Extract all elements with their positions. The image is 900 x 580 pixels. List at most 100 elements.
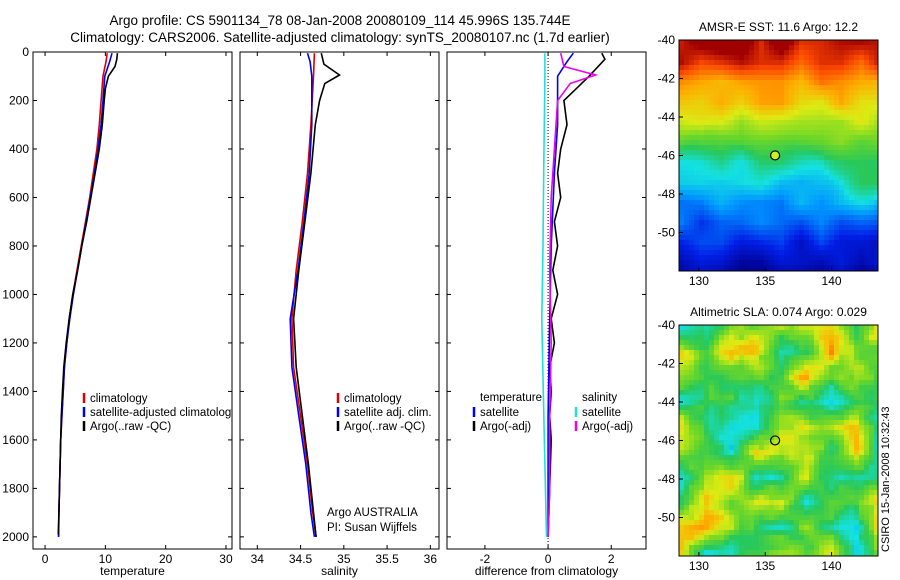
sst-map-cell bbox=[784, 90, 790, 96]
sst-map-cell bbox=[709, 90, 715, 96]
sst-map-cell bbox=[869, 165, 875, 171]
sla-map-cell bbox=[719, 405, 725, 411]
sla-map-cell bbox=[779, 440, 785, 446]
sst-map-cell bbox=[829, 190, 835, 196]
sla-map-cell bbox=[874, 450, 878, 456]
sst-map-cell bbox=[699, 230, 705, 236]
depth-tick-label: 1400 bbox=[2, 384, 29, 398]
sla-map-cell bbox=[784, 545, 790, 551]
sla-map-cell bbox=[874, 480, 878, 486]
sla-map-cell bbox=[809, 510, 815, 516]
sla-map-cell bbox=[709, 490, 715, 496]
sla-map-cell bbox=[754, 350, 760, 356]
sst-map-cell bbox=[814, 50, 820, 56]
sla-map-cell bbox=[834, 385, 840, 391]
sst-map-cell bbox=[719, 140, 725, 146]
sst-map-cell bbox=[859, 195, 865, 201]
sst-map-cell bbox=[764, 120, 770, 126]
sla-map-cell bbox=[724, 395, 730, 401]
sla-map-cell bbox=[874, 490, 878, 496]
sst-map-cell bbox=[709, 145, 715, 151]
sst-map-cell bbox=[724, 235, 730, 241]
sst-map-cell bbox=[864, 210, 870, 216]
sst-map-cell bbox=[819, 105, 825, 111]
sla-map-cell bbox=[684, 545, 690, 551]
sla-map-cell bbox=[819, 430, 825, 436]
sla-map-cell bbox=[684, 495, 690, 501]
sla-map-cell bbox=[699, 500, 705, 506]
sla-map-cell bbox=[694, 495, 700, 501]
sst-map-cell bbox=[734, 265, 740, 271]
sla-map-cell bbox=[724, 550, 730, 556]
sst-map-cell bbox=[794, 85, 800, 91]
sla-map-cell bbox=[794, 330, 800, 336]
sst-map-cell bbox=[869, 185, 875, 191]
sla-map-cell bbox=[754, 455, 760, 461]
sst-map-cell bbox=[704, 75, 710, 81]
sst-map-cell bbox=[829, 195, 835, 201]
sst-map-cell bbox=[844, 190, 850, 196]
sst-map-cell bbox=[844, 245, 850, 251]
sst-map-cell bbox=[859, 85, 865, 91]
sla-map-cell bbox=[724, 335, 730, 341]
sla-map-cell bbox=[789, 370, 795, 376]
sla-map-cell bbox=[774, 370, 780, 376]
sla-map-cell bbox=[714, 490, 720, 496]
sst-map-cell bbox=[679, 185, 685, 191]
sst-map-cell bbox=[869, 105, 875, 111]
sst-map-cell bbox=[729, 245, 735, 251]
sla-map-cell bbox=[869, 545, 875, 551]
sst-map-cell bbox=[694, 165, 700, 171]
sst-map-cell bbox=[709, 205, 715, 211]
sla-map-cell bbox=[689, 325, 695, 331]
sla-map-cell bbox=[729, 440, 735, 446]
sst-map-cell bbox=[804, 170, 810, 176]
sst-map-cell bbox=[794, 55, 800, 61]
sst-map-cell bbox=[729, 75, 735, 81]
sla-map-cell bbox=[814, 455, 820, 461]
sst-map-cell bbox=[819, 50, 825, 56]
sla-map-cell bbox=[789, 405, 795, 411]
sla-map-cell bbox=[774, 465, 780, 471]
sla-map-cell bbox=[709, 515, 715, 521]
sst-map-cell bbox=[774, 220, 780, 226]
sla-map-cell bbox=[844, 520, 850, 526]
sst-map-cell bbox=[869, 180, 875, 186]
sla-map-cell bbox=[779, 350, 785, 356]
sst-map-cell bbox=[744, 175, 750, 181]
sla-map-cell bbox=[874, 380, 878, 386]
sst-map-cell bbox=[739, 110, 745, 116]
sla-map-cell bbox=[874, 520, 878, 526]
sla-map-cell bbox=[834, 375, 840, 381]
sst-map-cell bbox=[829, 250, 835, 256]
sla-map-cell bbox=[819, 370, 825, 376]
sla-map-cell bbox=[759, 355, 765, 361]
sst-map-cell bbox=[709, 195, 715, 201]
sst-map-cell bbox=[799, 90, 805, 96]
sst-map-cell bbox=[719, 200, 725, 206]
sla-map-cell bbox=[739, 325, 745, 331]
sla-map-cell bbox=[754, 360, 760, 366]
sla-map-cell bbox=[794, 335, 800, 341]
sla-map-cell bbox=[704, 430, 710, 436]
sla-map-cell bbox=[779, 415, 785, 421]
sst-map-cell bbox=[699, 220, 705, 226]
sla-map-cell bbox=[789, 390, 795, 396]
sla-map-cell bbox=[799, 485, 805, 491]
sst-map-cell bbox=[749, 225, 755, 231]
sst-map-cell bbox=[724, 145, 730, 151]
sst-map-cell bbox=[799, 125, 805, 131]
sst-map-cell bbox=[819, 85, 825, 91]
sla-map-cell bbox=[784, 510, 790, 516]
sst-map-cell bbox=[774, 75, 780, 81]
sst-map-cell bbox=[689, 90, 695, 96]
sla-map-cell bbox=[679, 550, 685, 556]
sla-map-cell bbox=[699, 340, 705, 346]
sla-map-cell bbox=[734, 380, 740, 386]
sst-map-cell bbox=[684, 105, 690, 111]
sla-map-cell bbox=[769, 515, 775, 521]
depth-tick-label: 200 bbox=[9, 93, 29, 107]
sla-map-cell bbox=[874, 550, 878, 556]
sla-map-cell bbox=[784, 550, 790, 556]
sst-map-cell bbox=[754, 175, 760, 181]
